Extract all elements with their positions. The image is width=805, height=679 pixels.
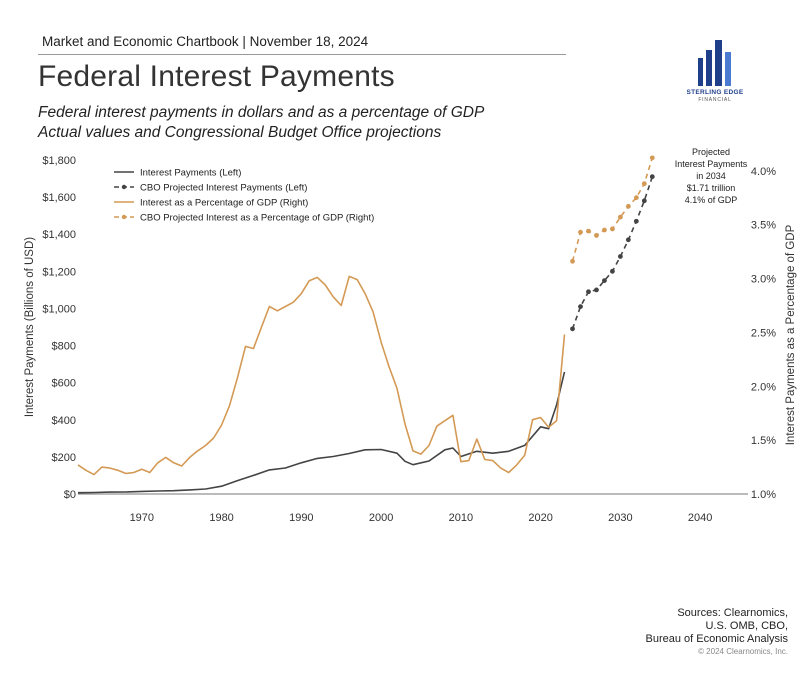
- x-tick-label: 2040: [688, 512, 712, 524]
- legend-label: Interest as a Percentage of GDP (Right): [140, 198, 308, 209]
- series-line-0: [77, 371, 566, 494]
- series-point-3: [617, 214, 623, 220]
- logo-name: STERLING EDGE: [686, 89, 744, 96]
- y-left-tick-label: $1,400: [42, 229, 76, 241]
- legend-swatch-point: [121, 214, 127, 220]
- y-right-tick-label: 1.0%: [751, 489, 776, 501]
- series-point-3: [649, 155, 655, 161]
- y-right-axis-title: Interest Payments as a Percentage of GDP: [785, 224, 797, 445]
- y-left-tick-label: $1,600: [42, 192, 76, 204]
- legend-label: CBO Projected Interest as a Percentage o…: [140, 213, 374, 224]
- legend-label: CBO Projected Interest Payments (Left): [140, 183, 307, 194]
- series-point-1: [633, 218, 639, 224]
- y-left-tick-label: $1,200: [42, 266, 76, 278]
- y-right-tick-label: 3.5%: [751, 220, 776, 232]
- series-line-3: [571, 157, 654, 262]
- subtitle-line-1: Federal interest payments in dollars and…: [38, 104, 485, 121]
- y-left-tick-label: $1,000: [42, 303, 76, 315]
- projection-annotation: Projected Interest Payments in 2034 $1.7…: [668, 146, 754, 206]
- chartbook-header: Market and Economic Chartbook | November…: [42, 34, 369, 49]
- y-left-tick-label: $0: [64, 489, 76, 501]
- legend-swatch-point: [121, 184, 127, 190]
- series-point-1: [649, 174, 655, 180]
- series-point-1: [586, 289, 591, 295]
- series-point-3: [602, 227, 607, 233]
- x-tick-label: 2030: [608, 512, 632, 524]
- annotation-line-5: 4.1% of GDP: [684, 195, 738, 205]
- y-right-tick-label: 2.5%: [751, 327, 776, 339]
- series-point-3: [586, 228, 591, 234]
- series-line-2: [77, 275, 566, 476]
- series-point-1: [602, 278, 607, 284]
- y-left-tick-label: $400: [52, 415, 76, 427]
- series-point-1: [578, 304, 583, 309]
- logo-subtitle: FINANCIAL: [698, 97, 732, 103]
- annotation-line-1: Projected: [691, 147, 731, 157]
- x-tick-label: 2000: [369, 512, 393, 524]
- logo-bar-4: [725, 52, 731, 86]
- series-point-1: [570, 326, 575, 332]
- x-tick-label: 1980: [209, 512, 233, 524]
- series-line-1: [571, 176, 654, 330]
- logo-bar-1: [698, 58, 703, 86]
- y-right-tick-label: 2.0%: [751, 381, 776, 393]
- header-rule: [38, 54, 566, 55]
- x-tick-label: 1990: [289, 512, 313, 524]
- sources: Sources: Clearnomics, U.S. OMB, CBO, Bur…: [646, 607, 788, 646]
- annotation-line-3: in 2034: [696, 171, 726, 181]
- series-point-3: [625, 203, 631, 209]
- page-title: Federal Interest Payments: [38, 60, 395, 93]
- series-point-3: [610, 226, 615, 232]
- annotation-line-2: Interest Payments: [674, 159, 748, 169]
- series-point-3: [594, 233, 599, 238]
- x-tick-label: 2020: [528, 512, 552, 524]
- annotation-line-4: $1.71 trillion: [686, 183, 736, 193]
- y-right-tick-label: 3.0%: [751, 274, 776, 286]
- y-left-tick-label: $1,800: [42, 155, 76, 167]
- y-left-axis-title: Interest Payments (Billions of USD): [24, 237, 36, 417]
- source-line-3: Bureau of Economic Analysis: [645, 633, 788, 645]
- y-right-tick-label: 4.0%: [751, 166, 776, 178]
- series-point-1: [617, 254, 623, 259]
- y-right-tick-label: 1.5%: [751, 435, 776, 447]
- legend-label: Interest Payments (Left): [140, 168, 241, 179]
- x-tick-label: 2010: [449, 512, 473, 524]
- y-left-tick-label: $600: [52, 378, 76, 390]
- series-point-3: [578, 229, 583, 235]
- subtitle: Federal interest payments in dollars and…: [38, 103, 484, 143]
- logo-bar-2: [706, 50, 712, 86]
- series-point-1: [594, 287, 599, 293]
- copyright: © 2024 Clearnomics, Inc.: [698, 647, 788, 656]
- series-point-1: [610, 268, 615, 274]
- source-line-2: U.S. OMB, CBO,: [705, 620, 788, 632]
- subtitle-line-2: Actual values and Congressional Budget O…: [38, 124, 442, 141]
- logo-bar-3: [715, 40, 722, 86]
- interest-payments-chart: 1970 1980 1990 2000 2010 2020 2030 2040 $0 $200 $4…: [24, 155, 797, 524]
- source-line-1: Sources: Clearnomics,: [677, 607, 788, 619]
- sterling-edge-logo: [698, 40, 731, 86]
- series-point-3: [641, 181, 647, 187]
- series-point-3: [570, 258, 575, 264]
- x-tick-label: 1970: [130, 512, 154, 524]
- series-point-1: [641, 198, 647, 204]
- series-point-3: [633, 195, 639, 201]
- y-left-tick-label: $800: [52, 341, 76, 353]
- series-point-1: [625, 237, 631, 243]
- y-left-tick-label: $200: [52, 452, 76, 464]
